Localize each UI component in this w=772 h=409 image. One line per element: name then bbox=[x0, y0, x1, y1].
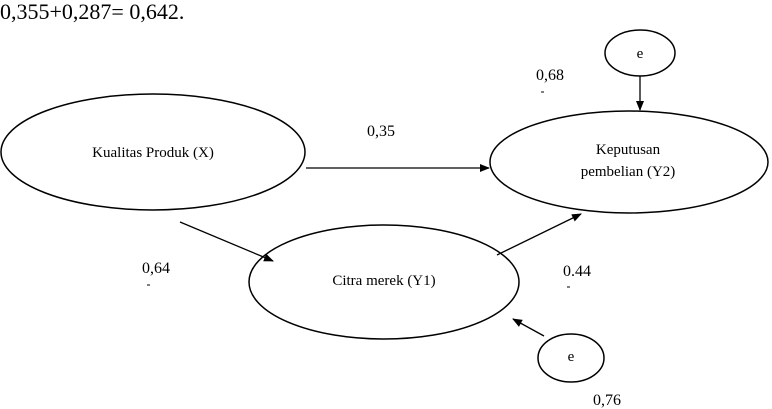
arrow-e-bottom-to-y1 bbox=[512, 318, 545, 337]
node-keputusan-label-line1: Keputusan bbox=[596, 142, 661, 158]
equation-text: 0,355+0,287= 0,642. bbox=[0, 0, 184, 24]
error-node-bottom: e bbox=[537, 333, 605, 383]
node-citra-merek-label: Citra merek (Y1) bbox=[332, 273, 435, 289]
coef-y1-to-y2: 0.44 bbox=[563, 263, 591, 280]
coef-e-top: 0,68 bbox=[536, 67, 564, 84]
coef-x-to-y2: 0,35 bbox=[367, 123, 395, 140]
node-citra-merek: Citra merek (Y1) bbox=[248, 224, 520, 340]
node-kualitas-produk: Kualitas Produk (X) bbox=[0, 93, 306, 211]
coef-e-bottom: 0,76 bbox=[593, 392, 621, 409]
node-kualitas-produk-label: Kualitas Produk (X) bbox=[92, 145, 214, 161]
error-node-top: e bbox=[604, 29, 676, 77]
arrow-y1-to-y2 bbox=[496, 213, 582, 256]
coef-x-to-y1: 0,64 bbox=[142, 260, 170, 277]
error-node-bottom-label: e bbox=[568, 349, 575, 365]
node-keputusan-label-line2: pembelian (Y2) bbox=[581, 164, 676, 180]
node-keputusan-pembelian: Keputusan pembelian (Y2) bbox=[489, 110, 769, 214]
error-node-top-label: e bbox=[637, 46, 644, 62]
arrow-x-to-y1 bbox=[179, 221, 274, 262]
